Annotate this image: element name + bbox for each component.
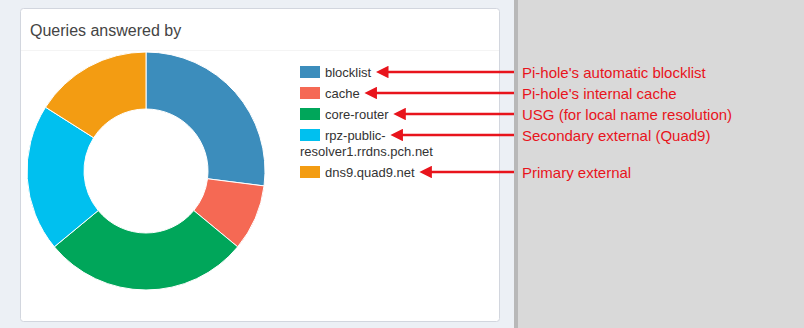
legend-swatch	[300, 87, 320, 99]
donut	[27, 52, 265, 290]
plot-area	[27, 52, 265, 290]
legend-label[interactable]: cache	[325, 86, 360, 101]
annotation: Primary external	[522, 164, 631, 181]
legend-swatch	[300, 66, 320, 78]
legend-swatch	[300, 108, 320, 120]
annotation-arrow	[402, 134, 514, 137]
divider	[514, 0, 518, 328]
annotations: Pi-hole's automatic blocklist Pi-hole's i…	[376, 64, 732, 181]
legend-label-line: dns9.quad9.net	[325, 165, 415, 180]
legend-label[interactable]: blocklist	[325, 65, 372, 80]
chart-title: Queries answered by	[30, 22, 181, 39]
chart-canvas: Queries answered by blocklist cache core-ro…	[0, 0, 804, 328]
card-header-border	[21, 50, 499, 51]
legend-swatch	[300, 129, 320, 141]
legend-label-line: resolver1.rrdns.pch.net	[300, 144, 433, 159]
annotation: Pi-hole's automatic blocklist	[522, 64, 707, 81]
legend-label[interactable]: dns9.quad9.net	[325, 165, 415, 180]
page-background	[0, 0, 514, 328]
annotation-arrow	[405, 113, 514, 116]
annotation-arrow	[431, 171, 514, 174]
legend-label[interactable]: rpz-public-resolver1.rrdns.pch.net	[300, 128, 433, 159]
legend-label[interactable]: core-router	[325, 107, 389, 122]
annotation: USG (for local name resolution)	[522, 106, 732, 123]
annotation: Pi-hole's internal cache	[522, 85, 677, 102]
annotation: Secondary external (Quad9)	[522, 127, 710, 144]
legend-label-line: rpz-public-	[325, 128, 386, 143]
legend-label-line: cache	[325, 86, 360, 101]
slice[interactable]	[146, 52, 265, 186]
legend: blocklist cache core-router rpz-public-reso…	[300, 65, 433, 180]
legend-label-line: blocklist	[325, 65, 372, 80]
slice[interactable]	[46, 52, 146, 138]
legend-swatch	[300, 166, 320, 178]
annotation-arrow	[376, 92, 514, 95]
card	[21, 9, 500, 322]
legend-label-line: core-router	[325, 107, 389, 122]
annotation-arrow	[387, 71, 514, 74]
